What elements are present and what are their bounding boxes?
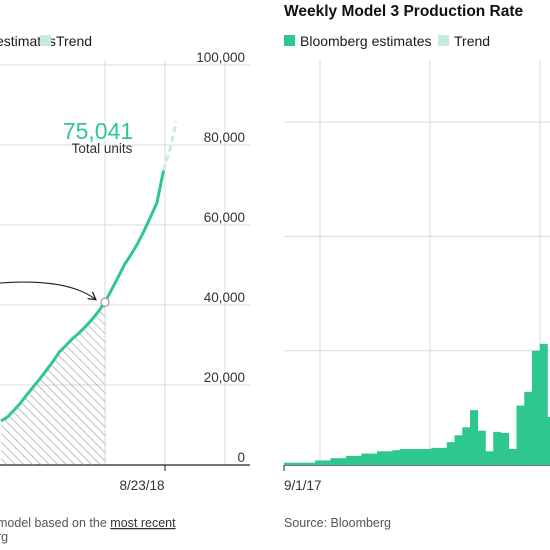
production-bar [470,410,479,465]
left-y-tick-label: 80,000 [204,130,245,145]
production-bar [400,448,409,465]
total-units-value: 75,041 [63,118,133,144]
left-hatched-area [1,302,105,465]
left-y-tick-label: 100,000 [196,50,245,65]
left-y-tick-label: 20,000 [204,370,245,385]
legend-trend-label-right: Trend [454,33,490,49]
production-bar [547,416,550,465]
production-bar [493,431,502,465]
legend-trend-label: Trend [56,33,92,49]
left-x-tick-labels: 8/23/18 [119,478,164,493]
methodology-note-line2: rg [0,530,8,544]
current-point-marker [100,297,110,307]
production-bar [346,455,355,465]
source-note: Source: Bloomberg [284,516,391,530]
right-gridlines [283,60,550,471]
production-bar [539,343,548,465]
production-bar [508,448,517,465]
production-bar [315,460,324,465]
left-x-tick-label: 8/23/18 [119,478,164,493]
production-bar [392,450,401,465]
production-bar [361,453,370,465]
production-bar [369,453,378,465]
production-bar [307,462,316,465]
production-bar [408,448,417,465]
production-bar [524,391,533,465]
right-chart-title: Weekly Model 3 Production Rate [284,3,524,20]
production-bar [485,451,494,465]
production-bar [353,455,362,465]
annotation-arrow [0,281,95,299]
left-y-tick-labels: 0 20,000 40,000 60,000 80,000 100,000 [196,50,245,465]
legend-bloomberg-swatch [284,35,295,46]
right-bars [284,343,550,465]
production-bar [439,447,448,465]
legend-bloomberg-label: Bloomberg estimates [300,33,432,49]
total-units-label: Total units [72,141,133,156]
right-x-tick-label: 9/1/17 [284,478,322,493]
production-bar [454,435,463,465]
left-hatched-area-shape [1,302,105,465]
methodology-note-prefix: model based on the [0,516,110,530]
legend-trend-swatch [40,35,51,46]
production-bar [462,427,471,465]
production-bar [516,405,525,465]
estimates-series-line [0,170,165,423]
production-bar [384,451,393,465]
production-bar [322,460,331,465]
production-bar [532,350,541,465]
production-bar [291,462,300,465]
production-bar [446,442,455,465]
production-bar [431,447,440,465]
right-x-tick-labels: 9/1/17 [284,478,322,493]
production-bar [377,451,386,465]
production-bar [330,458,339,465]
cumulative-units-chart: 0 20,000 40,000 60,000 80,000 100,000 8/23/18… [0,33,250,544]
legend-trend-swatch-right [438,35,449,46]
production-bar [423,448,432,465]
production-bar [338,458,347,465]
left-y-tick-label: 0 [237,450,245,465]
production-bar [501,432,510,465]
trend-series-line [162,120,178,172]
production-bar [299,462,308,465]
left-series-lines [0,120,178,423]
methodology-note-link[interactable]: most recent [110,516,176,530]
production-bar [477,430,486,465]
production-bar [415,448,424,465]
methodology-note: model based on the most recent [0,516,176,530]
weekly-production-chart: Weekly Model 3 Production Rate Bloomberg… [283,3,550,530]
left-y-tick-label: 40,000 [204,290,245,305]
production-bar [284,462,293,465]
left-y-tick-label: 60,000 [204,210,245,225]
